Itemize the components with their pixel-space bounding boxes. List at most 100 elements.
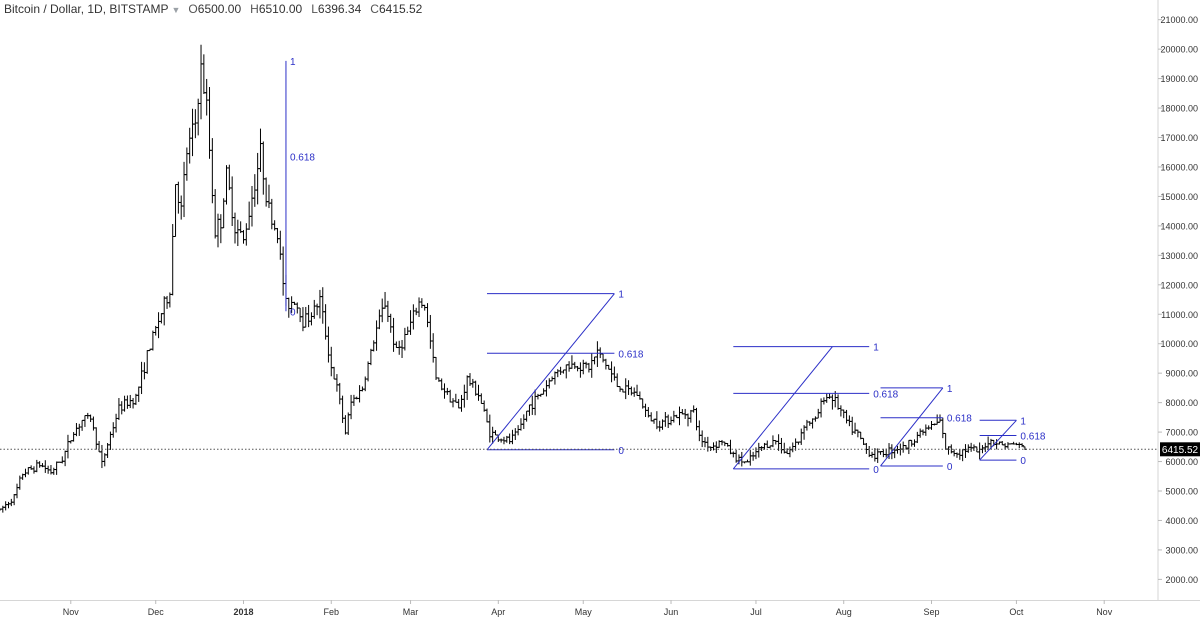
- ohlc-bar: [258, 128, 263, 172]
- ohlc-bar: [142, 362, 147, 380]
- ohlc-bar: [683, 408, 688, 419]
- ohlc-bar: [535, 393, 540, 400]
- ohlc-bar: [654, 411, 659, 430]
- ohlc-bar: [448, 389, 453, 403]
- ohlc-bar: [281, 246, 286, 296]
- ohlc-bar: [462, 384, 467, 408]
- x-tick-label: Jul: [750, 607, 762, 617]
- x-tick-label: 2018: [233, 607, 253, 617]
- symbol-legend[interactable]: Bitcoin / Dollar, 1D, BITSTAMP ▼ O6500.00 H…: [4, 2, 431, 16]
- x-tick-label: Jun: [664, 607, 679, 617]
- ohlc-bar: [629, 386, 634, 396]
- ohlc-bar: [116, 398, 121, 420]
- fib-aug-sep[interactable]: 1 0.618 0: [880, 384, 973, 473]
- ohlc-bar: [60, 456, 65, 464]
- ohlc-bar: [414, 307, 419, 316]
- ohlc-bar: [918, 428, 923, 438]
- ohlc-bar: [377, 309, 382, 330]
- fib-jun-jul[interactable]: 1 0.618 0: [732, 343, 899, 476]
- symbol-title[interactable]: Bitcoin / Dollar, 1D, BITSTAMP: [4, 2, 169, 16]
- ohlc-bar: [516, 425, 521, 436]
- ohlc-bar: [371, 340, 376, 352]
- ohlc-bar: [838, 405, 843, 417]
- ohlc-bar: [230, 176, 235, 227]
- ohlc-bar: [853, 422, 858, 434]
- ohlc-bar: [589, 353, 594, 378]
- ohlc-bar: [275, 227, 280, 244]
- fib-apr-may[interactable]: 1 0.618 0: [486, 290, 644, 457]
- ohlc-bar: [453, 393, 458, 403]
- ohlc-bar: [247, 201, 252, 230]
- ohlc-bar: [697, 420, 702, 442]
- ohlc-bar: [411, 304, 416, 330]
- ohlc-bar: [884, 448, 889, 458]
- ohlc-bar: [374, 320, 379, 351]
- ohlc-bar: [601, 353, 606, 363]
- chevron-down-icon[interactable]: ▼: [171, 5, 181, 15]
- ohlc-bar: [97, 440, 102, 453]
- open-key: O: [188, 2, 198, 16]
- ohlc-bar: [1017, 442, 1022, 449]
- fib-level-label: 0: [1020, 456, 1026, 467]
- x-tick-label: Aug: [836, 607, 852, 617]
- ohlc-bar: [521, 414, 526, 430]
- ohlc-bar: [388, 313, 393, 333]
- ohlc-bar: [493, 430, 498, 436]
- y-tick-label: 8000.00: [1165, 398, 1198, 408]
- ohlc-bar: [394, 341, 399, 349]
- ohlc-bar: [397, 340, 402, 355]
- ohlc-bar: [337, 382, 342, 405]
- ohlc-bar: [431, 333, 436, 363]
- ohlc-bar: [499, 438, 504, 443]
- fib-trend-line: [486, 293, 615, 451]
- ohlc-bar: [816, 408, 821, 419]
- ohlc-bar: [728, 439, 733, 455]
- close-key: C: [370, 2, 379, 16]
- ohlc-bar: [159, 313, 164, 324]
- fib-level-label: 0: [290, 307, 296, 318]
- ohlc-bar: [864, 442, 869, 454]
- fib-level-label: 0.618: [873, 389, 898, 400]
- ohlc-bar: [943, 432, 948, 450]
- ohlc-bar: [357, 385, 362, 403]
- ohlc-bar: [94, 427, 99, 450]
- ohlc-bar: [216, 213, 221, 248]
- fibonacci-drawings[interactable]: 1 0.618 0 1 0.618 0 1 0.618 0 1 0.618 0 1 0.618 0: [285, 57, 1046, 476]
- last-price-label-text: 6415.52: [1162, 445, 1199, 456]
- ohlc-bar: [320, 287, 325, 324]
- ohlc-bar: [264, 177, 269, 207]
- y-tick-label: 17000.00: [1160, 133, 1198, 143]
- fib-level-label: 0.618: [947, 414, 972, 425]
- ohlc-bar: [317, 289, 322, 319]
- y-tick-label: 13000.00: [1160, 251, 1198, 261]
- ohlc-bar: [306, 304, 311, 328]
- ohlc-bar: [428, 314, 433, 349]
- time-axis[interactable]: Nov Dec 2018 Feb Mar Apr May Jun Jul Aug Sep Oct Nov: [63, 600, 1113, 617]
- ohlc-bar: [150, 330, 155, 351]
- y-tick-label: 4000.00: [1165, 516, 1198, 526]
- y-tick-label: 14000.00: [1160, 221, 1198, 231]
- ohlc-bar: [779, 437, 784, 454]
- fib-dec-jan[interactable]: 1 0.618 0: [285, 57, 315, 318]
- x-tick-label: May: [575, 607, 593, 617]
- ohlc-bar: [937, 414, 942, 423]
- fib-level-label: 1: [873, 343, 879, 354]
- ohlc-bar: [581, 359, 586, 375]
- ohlc-bar: [326, 326, 331, 363]
- fib-level-label: 0: [947, 462, 953, 473]
- ohlc-bar: [804, 419, 809, 431]
- ohlc-bar: [199, 44, 204, 120]
- ohlc-bar: [547, 378, 552, 389]
- x-tick-label: Dec: [148, 607, 165, 617]
- ohlc-bar: [954, 452, 959, 458]
- fib-sep-oct[interactable]: 1 0.618 0: [979, 416, 1046, 467]
- ohlc-bar: [765, 440, 770, 448]
- ohlc-bar: [564, 364, 569, 379]
- ohlc-bar: [340, 395, 345, 423]
- y-tick-label: 15000.00: [1160, 192, 1198, 202]
- y-tick-label: 12000.00: [1160, 280, 1198, 290]
- ohlc-bar: [810, 418, 815, 429]
- ohlc-bar: [1005, 442, 1010, 449]
